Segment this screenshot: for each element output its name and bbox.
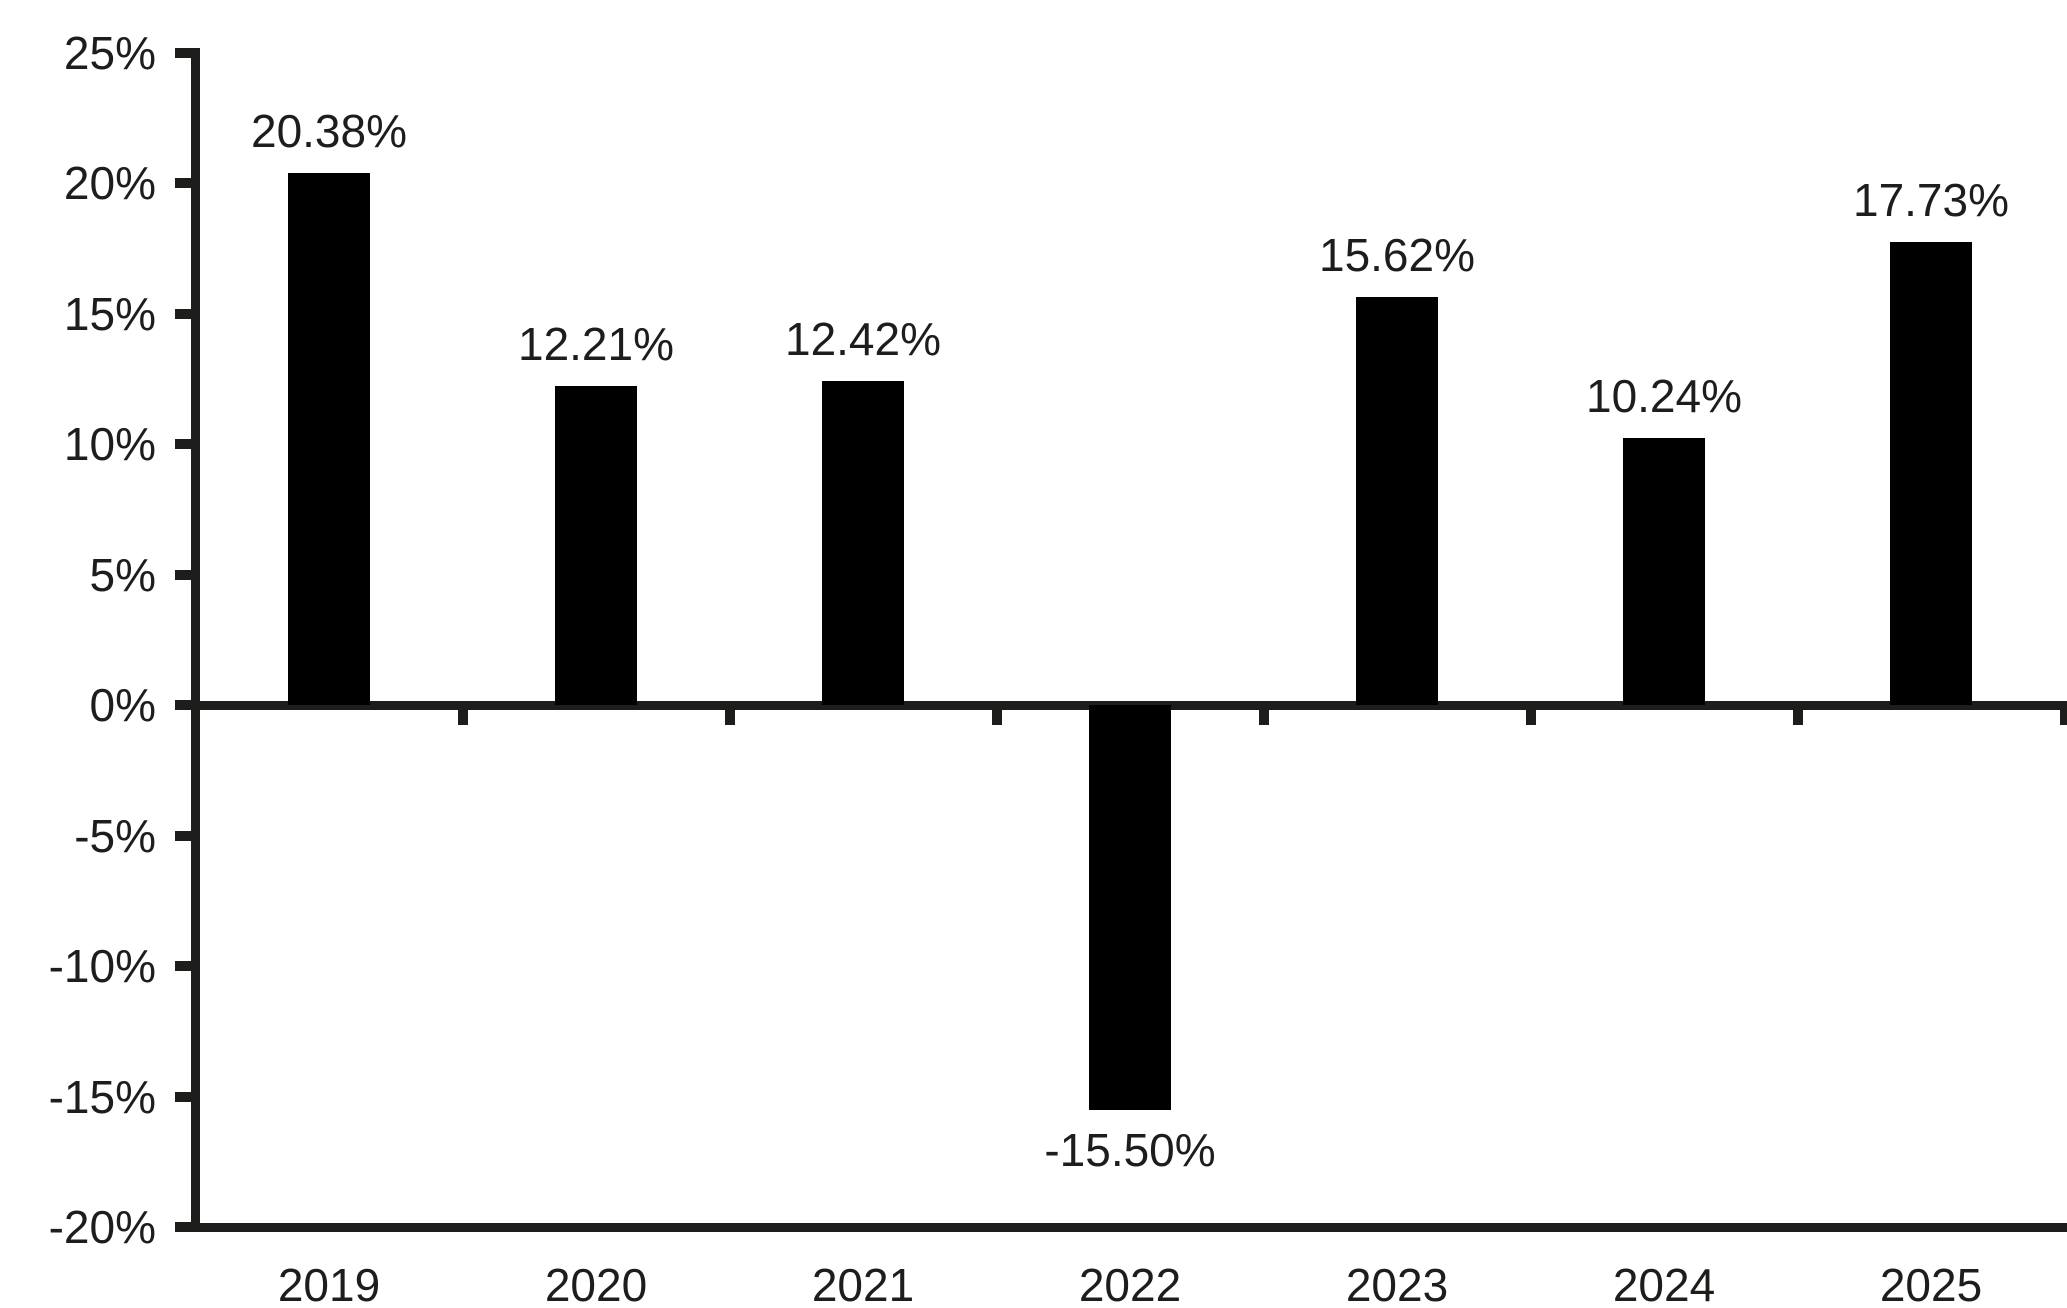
bar-2025 (1890, 242, 1972, 705)
y-axis-tick (175, 569, 191, 580)
year-label-2019: 2019 (277, 1259, 381, 1308)
y-axis-label-5: 5% (89, 548, 156, 601)
y-axis-label--15: -15% (48, 1070, 156, 1123)
year-label-2020: 2020 (544, 1259, 648, 1308)
x-axis-tick (2059, 705, 2067, 725)
y-axis-label-0: 0% (89, 679, 156, 731)
x-axis-tick (1792, 705, 1803, 725)
x-axis-tick (724, 705, 735, 725)
y-axis-label--10: -10% (48, 940, 156, 992)
year-label-2024: 2024 (1612, 1259, 1716, 1308)
y-axis-label--20: -20% (48, 1201, 156, 1253)
bar-value-label-2022: -15.50% (1044, 1123, 1216, 1176)
y-axis-label-15: 15% (63, 287, 156, 340)
y-axis-label-10: 10% (63, 418, 156, 470)
bar-2020 (555, 386, 637, 705)
year-label-2023: 2023 (1345, 1259, 1449, 1308)
y-axis-label-20: 20% (63, 157, 156, 209)
x-axis-tick (457, 705, 468, 725)
y-axis-tick (175, 308, 191, 319)
y-axis-tick (175, 1091, 191, 1102)
x-axis-bottom-spine (191, 1222, 2067, 1232)
x-axis-tick (1525, 705, 1536, 725)
year-label-2022: 2022 (1078, 1259, 1182, 1308)
bar-2019 (288, 173, 370, 705)
bar-value-label-2025: 17.73% (1852, 174, 2009, 227)
y-axis-tick (175, 961, 191, 971)
bar-value-label-2020: 12.21% (517, 318, 674, 371)
x-axis-tick (991, 705, 1002, 725)
bar-2024 (1623, 437, 1705, 705)
year-label-2025: 2025 (1879, 1259, 1983, 1308)
bar-2021 (822, 380, 904, 705)
bar-2023 (1356, 297, 1438, 705)
bar-2022 (1089, 705, 1171, 1110)
bar-value-label-2023: 15.62% (1318, 229, 1475, 282)
y-axis-tick (175, 178, 191, 188)
y-axis-tick (175, 439, 191, 449)
y-axis-tick (175, 830, 191, 841)
year-label-2021: 2021 (811, 1259, 915, 1308)
y-axis-tick (175, 1222, 191, 1232)
x-axis-tick (1258, 705, 1269, 725)
y-axis-label-25: 25% (63, 26, 156, 79)
bar-value-label-2019: 20.38% (250, 105, 407, 158)
y-axis-tick (175, 47, 191, 58)
y-axis-label--5: -5% (74, 809, 156, 862)
bar-value-label-2021: 12.42% (784, 312, 941, 365)
y-axis-line (191, 48, 200, 1232)
y-axis-tick (175, 700, 191, 710)
bar-value-label-2024: 10.24% (1585, 369, 1742, 422)
